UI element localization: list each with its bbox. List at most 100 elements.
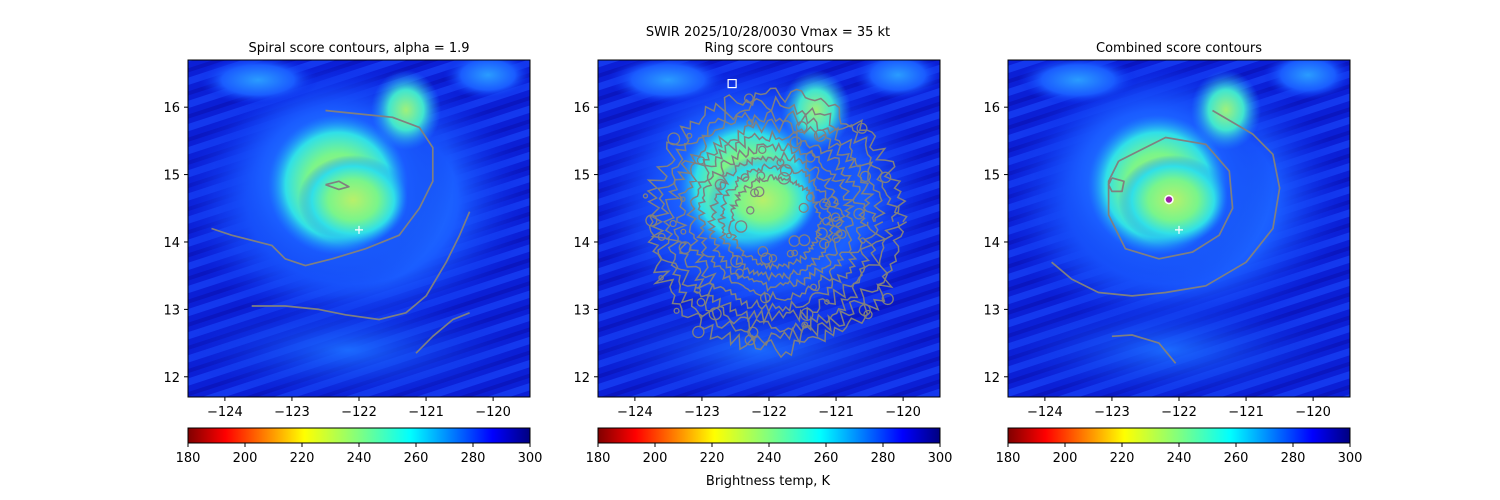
figure-title: SWIR 2025/10/28/0030 Vmax = 35 kt [646,25,890,40]
colorbar-tick-label: 260 [404,451,429,466]
ring-contour-fragment [746,206,755,215]
y-tick-label: 16 [573,101,590,116]
ring-contour-fragment [831,233,841,243]
ring-contour-fragment [853,207,865,220]
colorbar-gradient [1007,427,1351,444]
ring-contour-fragment [747,326,759,338]
ring-contour-fragment [881,292,894,306]
ring-contour-fragment [667,132,681,146]
colorbar-tick-label: 280 [461,451,486,466]
ring-contour-fragment [730,254,743,268]
colorbar-spiral: 180 200 220 240 260 280 300 [176,427,542,466]
ring-contour-fragment [801,321,809,329]
contour-tail [415,312,470,354]
colorbar-tick-label: 180 [586,451,611,466]
colorbar-tick-label: 260 [814,451,839,466]
ring-contour-fragment [743,93,754,104]
ring-contour-fragment [788,235,801,247]
ring-contour-fragment [815,227,828,240]
ring-contour-fragment [735,268,744,278]
colorbar-tick-label: 240 [757,451,782,466]
colorbar-tick-label: 260 [1224,451,1249,466]
ring-contour-fragment [786,249,795,258]
x-tick-label: −124 [207,405,243,420]
colorbar-tick-label: 180 [176,451,201,466]
ring-contour-fragment [760,252,773,265]
panel-title: Ring score contours [704,41,833,56]
ring-contour-fragment [810,283,818,291]
y-tick-label: 12 [983,371,1000,386]
ring-contour-fragment [863,309,873,320]
ring-contour-fragment [805,152,816,163]
y-tick-label: 15 [983,169,1000,184]
ring-contour-fragment [858,303,871,317]
contour-inner-ring [1107,136,1234,260]
panel-title: Spiral score contours, alpha = 1.9 [248,41,469,56]
y-tick-label: 15 [573,169,590,184]
ring-contour-fragment [679,196,686,203]
colorbar-tick-label: 240 [1167,451,1192,466]
colorbar-tick-label: 220 [700,451,725,466]
colorbar-tick-label: 200 [233,451,258,466]
x-tick-label: −123 [684,405,720,420]
ring-contour-fragment [859,237,866,244]
x-tick-label: −121 [1228,405,1264,420]
ring-contour-fragment [831,216,843,228]
brightness-temp-image [598,60,940,397]
contour-lower-spiral [251,211,471,321]
brightness-temp-image [1008,60,1350,397]
y-tick-label: 12 [573,371,590,386]
ring-contour [650,95,901,347]
panel-spiral-score: −124 −123 −122 −121 −120 12 13 14 15 16 Spiral sco… [163,41,531,420]
y-tick-label: 13 [163,303,180,318]
colorbar-ring: 180 200 220 240 260 280 300 [586,427,952,466]
x-tick-label: −123 [1094,405,1130,420]
ring-contour-fragment [798,202,809,214]
x-tick-label: −122 [751,405,787,420]
ring-contour-fragment [777,171,791,185]
y-tick-label: 14 [573,236,590,251]
ring-contour-fragment [795,121,808,133]
colorbar-tick-label: 200 [1053,451,1078,466]
ring-contour-fragment [680,228,687,235]
y-tick-label: 14 [983,236,1000,251]
ring-contour-fragment [744,334,756,346]
ring-contour-fragment [686,132,693,139]
x-tick-label: −120 [885,405,921,420]
colorbar-label: Brightness temp, K [706,474,831,489]
ring-contour [646,87,908,359]
ring-contour-fragment [759,292,771,304]
y-tick-label: 13 [573,303,590,318]
ring-contour [686,129,868,314]
center-marker [1175,225,1183,234]
y-tick-label: 12 [163,371,180,386]
panel-title: Combined score contours [1096,41,1262,56]
ring-contour-fragment [694,287,701,294]
ring-contour-fragment [768,254,778,263]
ring-contour-fragment [827,196,839,208]
ring-contour-fragment [776,158,785,167]
ring-contour-fragment [758,145,767,155]
ring-contour-fragment [734,220,748,233]
ring-contour-fragment [658,275,664,281]
colorbar-tick-label: 280 [871,451,896,466]
panel-combined-score: −124 −123 −122 −121 −120 12 13 14 15 16 Combined s… [983,41,1351,420]
ring-contour-fragment [740,173,750,182]
contour-small-loop [325,180,350,191]
colorbar-tick-label: 220 [290,451,315,466]
ring-contour-fragment [750,188,759,198]
x-tick-label: −124 [1027,405,1063,420]
x-tick-label: −121 [818,405,854,420]
contour-small-blob [1107,177,1125,193]
ring-contour-fragment [725,232,732,239]
ring-contour-fragment [657,232,666,241]
ring-contour-fragment [669,219,677,228]
ring-contour-fragment [830,212,841,222]
ring-contour-fragment [714,178,727,191]
x-tick-label: −122 [341,405,377,420]
ring-contour-fragment [645,214,658,227]
center-marker [355,225,363,234]
x-tick-label: −122 [1161,405,1197,420]
ring-contour [717,163,835,282]
ring-contour [728,174,825,272]
